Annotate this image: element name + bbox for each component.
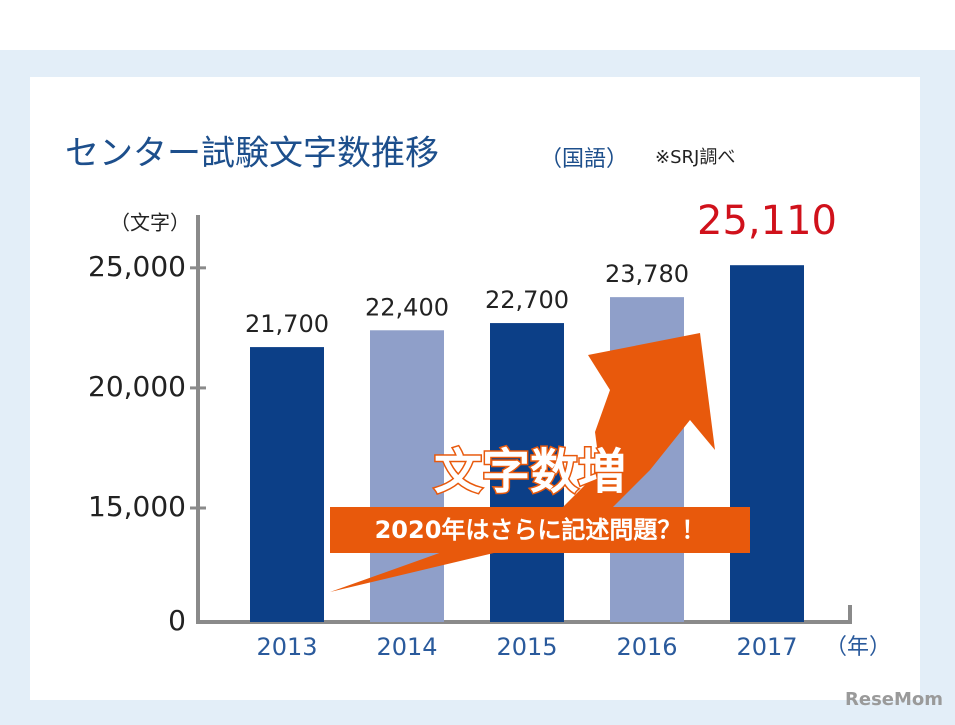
y-axis-label: （文字） [110,211,190,235]
watermark: ReseMom [845,689,943,710]
value-label: 22,400 [365,293,449,321]
bar [730,265,804,622]
value-label: 25,110 [697,198,837,244]
y-tick-label: 15,000 [88,490,186,523]
x-tick-label: 2013 [256,633,317,661]
x-tick-label: 2017 [736,633,797,661]
chart-subtitle: （国語） [540,147,628,172]
x-tick-label: 2016 [616,633,677,661]
annotation-box [330,507,750,553]
x-tick-label: 2015 [496,633,557,661]
value-label: 23,780 [605,260,689,288]
annotation-sub: 2020年はさらに記述問題？！ [375,516,706,544]
bar [250,347,324,622]
y-tick-label: 0 [168,604,186,637]
annotation: 文字数増 [434,444,626,500]
note: ※SRJ調べ [655,147,735,168]
x-axis-label: （年） [825,635,891,660]
chart-title: センター試験文字数推移 [65,134,439,174]
arrow [330,333,715,592]
value-label: 21,700 [245,310,329,338]
x-tick-label: 2014 [376,633,437,661]
y-tick-label: 20,000 [88,370,186,403]
value-label: 22,700 [485,286,569,314]
bar [490,323,564,622]
y-tick-label: 25,000 [88,250,186,283]
